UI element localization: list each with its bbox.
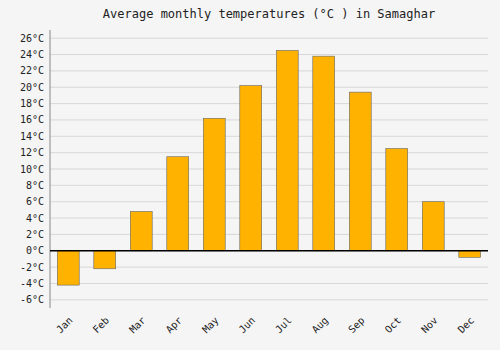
y-tick-label: 26°C <box>20 33 44 44</box>
grid-line <box>50 283 488 284</box>
x-tick-label: Dec <box>456 315 477 336</box>
zero-line <box>50 250 488 252</box>
y-tick-label: 24°C <box>20 49 44 60</box>
bar <box>349 92 371 251</box>
bar <box>130 212 152 251</box>
y-tick-label: 10°C <box>20 164 44 175</box>
title: Average monthly temperatures (°C ) in Sa… <box>103 7 435 21</box>
bar <box>240 86 262 251</box>
y-tick-label: 8°C <box>26 180 44 191</box>
grid-line <box>50 136 488 137</box>
y-tick-label: -2°C <box>20 262 44 273</box>
bar <box>57 251 79 285</box>
grid-line <box>50 169 488 170</box>
background <box>0 0 500 350</box>
x-tick-label: Jun <box>237 315 258 336</box>
x-tick-label: May <box>200 315 221 336</box>
x-tick-label: Mar <box>127 315 148 336</box>
bars <box>57 50 480 285</box>
bar <box>459 251 481 258</box>
chart-svg: -6°C -4°C -2°C 0°C 2°C 4°C 6°C 8°C 10°C 12°C 14°C 1… <box>0 0 500 350</box>
grid-line <box>50 250 488 251</box>
bar <box>203 118 225 250</box>
y-grid <box>50 38 488 300</box>
y-tick-label: 18°C <box>20 98 44 109</box>
grid-line <box>50 299 488 300</box>
y-tick-label: 14°C <box>20 131 44 142</box>
grid-line <box>50 152 488 153</box>
grid-line <box>50 103 488 104</box>
y-tick-label: 22°C <box>20 65 44 76</box>
x-tick-label: Sep <box>346 315 367 336</box>
y-tick-label: 0°C <box>26 245 44 256</box>
y-tick-label: -4°C <box>20 278 44 289</box>
y-tick-label: 4°C <box>26 213 44 224</box>
grid-line <box>50 87 488 88</box>
y-tick-label: 20°C <box>20 82 44 93</box>
y-tick-label: 16°C <box>20 114 44 125</box>
x-tick-labels: Jan Feb Mar Apr May Jun Jul Aug Sep Oct Nov Dec <box>54 315 476 336</box>
grid-line <box>50 38 488 39</box>
bar <box>94 251 116 269</box>
y-tick-label: 12°C <box>20 147 44 158</box>
x-tick-label: Nov <box>419 315 440 336</box>
bar <box>167 157 189 251</box>
bar <box>276 50 298 250</box>
grid-line <box>50 185 488 186</box>
y-tick-label: 2°C <box>26 229 44 240</box>
y-tick-label: -6°C <box>20 294 44 305</box>
y-tick-labels: -6°C -4°C -2°C 0°C 2°C 4°C 6°C 8°C 10°C 12°C 14°C 1… <box>20 33 44 306</box>
x-tick-label: Oct <box>383 315 404 336</box>
x-tick-label: Apr <box>164 315 185 336</box>
x-tick-label: Aug <box>310 315 331 336</box>
chart-container: -6°C -4°C -2°C 0°C 2°C 4°C 6°C 8°C 10°C 12°C 14°C 1… <box>0 0 500 350</box>
y-tick-label: 6°C <box>26 196 44 207</box>
y-axis-line <box>50 30 51 308</box>
grid-line <box>50 119 488 120</box>
x-tick-label: Jul <box>273 315 294 336</box>
grid-line <box>50 54 488 55</box>
grid-line <box>50 70 488 71</box>
bar <box>313 56 335 251</box>
x-tick-label: Feb <box>91 315 112 336</box>
x-tick-label: Jan <box>54 315 75 336</box>
bar <box>422 202 444 251</box>
bar <box>386 149 408 251</box>
